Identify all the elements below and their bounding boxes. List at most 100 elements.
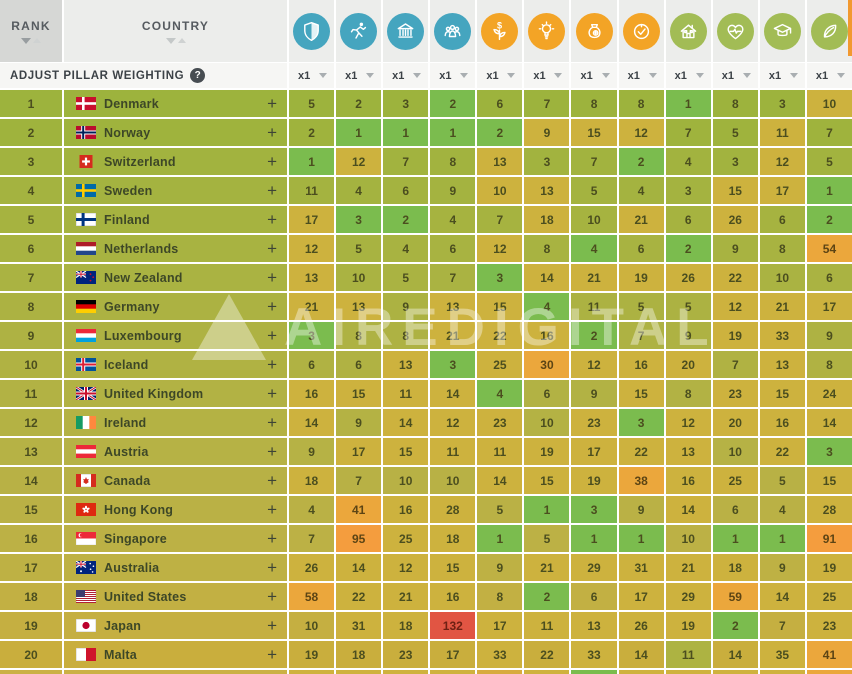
- country-cell[interactable]: Canada +: [64, 467, 287, 494]
- pillar-header-shield[interactable]: [289, 0, 335, 62]
- country-cell[interactable]: Finland +: [64, 206, 287, 233]
- score-cell: 14: [712, 641, 758, 668]
- runner-icon: [340, 12, 378, 50]
- score-cell: 24: [806, 380, 852, 407]
- weight-dropdown-2[interactable]: x1: [336, 63, 382, 88]
- pillar-header-heart-pulse[interactable]: [712, 0, 758, 62]
- country-name: Sweden: [104, 183, 153, 198]
- country-column-header[interactable]: COUNTRY: [64, 0, 287, 62]
- help-icon[interactable]: ?: [190, 68, 206, 83]
- score-cell: 2: [806, 206, 852, 233]
- weight-dropdown-12[interactable]: x1: [806, 63, 852, 88]
- country-cell[interactable]: Switzerland +: [64, 148, 287, 175]
- weight-dropdown-9[interactable]: x1: [665, 63, 711, 88]
- rank-column-header[interactable]: RANK: [0, 0, 62, 62]
- add-country-button[interactable]: +: [267, 500, 277, 519]
- add-country-button[interactable]: +: [267, 355, 277, 374]
- pillar-header-money-plant[interactable]: $: [477, 0, 523, 62]
- add-country-button[interactable]: +: [267, 239, 277, 258]
- score-cell: 5: [712, 119, 758, 146]
- weight-dropdown-5[interactable]: x1: [477, 63, 523, 88]
- country-cell[interactable]: New Zealand +: [64, 264, 287, 291]
- add-country-button[interactable]: +: [267, 529, 277, 548]
- add-country-button[interactable]: +: [267, 616, 277, 635]
- add-country-button[interactable]: +: [267, 645, 277, 664]
- score-cell: 4: [383, 235, 429, 262]
- score-cell: 30: [524, 351, 570, 378]
- country-name: Denmark: [104, 96, 159, 111]
- pillar-header-leaf[interactable]: [806, 0, 852, 62]
- score-cell: 9: [806, 322, 852, 349]
- score-cell: 16: [430, 583, 476, 610]
- weight-dropdown-10[interactable]: x1: [712, 63, 758, 88]
- weight-dropdown-3[interactable]: x1: [383, 63, 429, 88]
- pillar-header-graduation-cap[interactable]: [759, 0, 805, 62]
- add-country-button[interactable]: +: [267, 471, 277, 490]
- score-cell: 29: [571, 554, 617, 581]
- score-cell: 15: [712, 177, 758, 204]
- table-row: 5 Finland +17 3 2 4 7 18 10 21 6 26 6 2: [0, 206, 852, 233]
- country-cell[interactable]: Norway +: [64, 119, 287, 146]
- add-country-button[interactable]: +: [267, 442, 277, 461]
- country-cell[interactable]: Denmark +: [64, 90, 287, 117]
- country-cell[interactable]: United Kingdom +: [64, 380, 287, 407]
- jp-flag-icon: [76, 619, 96, 632]
- country-cell[interactable]: Australia +: [64, 554, 287, 581]
- add-country-button[interactable]: +: [267, 297, 277, 316]
- pillar-header-bank[interactable]: [383, 0, 429, 62]
- dk-flag-icon: [76, 97, 96, 110]
- country-cell[interactable]: Austria +: [64, 438, 287, 465]
- add-country-button[interactable]: +: [267, 587, 277, 606]
- weight-dropdown-11[interactable]: x1: [759, 63, 805, 88]
- add-country-button[interactable]: +: [267, 94, 277, 113]
- weight-multiplier-value: x1: [298, 69, 311, 82]
- country-cell[interactable]: Malta +: [64, 641, 287, 668]
- weight-dropdown-8[interactable]: x1: [618, 63, 664, 88]
- add-country-button[interactable]: +: [267, 210, 277, 229]
- country-cell[interactable]: Hong Kong +: [64, 496, 287, 523]
- pillar-header-runner[interactable]: [336, 0, 382, 62]
- score-cell: 14: [665, 496, 711, 523]
- weight-dropdown-1[interactable]: x1: [289, 63, 335, 88]
- country-cell[interactable]: Luxembourg +: [64, 322, 287, 349]
- country-cell[interactable]: Netherlands +: [64, 235, 287, 262]
- country-cell[interactable]: United States +: [64, 583, 287, 610]
- country-cell[interactable]: Germany +: [64, 293, 287, 320]
- hk-flag-icon: [76, 503, 96, 516]
- pillar-header-lightbulb[interactable]: [524, 0, 570, 62]
- add-country-button[interactable]: +: [267, 384, 277, 403]
- country-cell[interactable]: Ireland +: [64, 409, 287, 436]
- table-row: 1 Denmark +5 2 3 2 6 7 8 8 1 8 3 10: [0, 90, 852, 117]
- score-cell: 2: [430, 90, 476, 117]
- add-country-button[interactable]: +: [267, 326, 277, 345]
- score-cell: 11: [524, 612, 570, 639]
- country-cell[interactable]: Sweden +: [64, 177, 287, 204]
- score-cell: 11: [430, 438, 476, 465]
- add-country-button[interactable]: +: [267, 268, 277, 287]
- score-cell: 6: [289, 351, 335, 378]
- country-cell[interactable]: Japan +: [64, 612, 287, 639]
- weight-multiplier-value: x1: [580, 69, 593, 82]
- weight-dropdown-6[interactable]: x1: [524, 63, 570, 88]
- score-cell: 8: [571, 90, 617, 117]
- pillar-header-money-bag[interactable]: [571, 0, 617, 62]
- score-cell: 25: [383, 525, 429, 552]
- pillar-header-house[interactable]: [665, 0, 711, 62]
- add-country-button[interactable]: +: [267, 181, 277, 200]
- score-cell: 7: [665, 119, 711, 146]
- score-cell: 15: [806, 467, 852, 494]
- add-country-button[interactable]: +: [267, 152, 277, 171]
- country-cell[interactable]: Iceland +: [64, 351, 287, 378]
- pillar-header-dollar-check[interactable]: [618, 0, 664, 62]
- pillar-header-people[interactable]: [430, 0, 476, 62]
- weight-dropdown-7[interactable]: x1: [571, 63, 617, 88]
- score-cell: 14: [383, 409, 429, 436]
- weight-dropdown-4[interactable]: x1: [430, 63, 476, 88]
- rank-cell: 3: [0, 148, 62, 175]
- add-country-button[interactable]: +: [267, 413, 277, 432]
- score-cell: 7: [524, 90, 570, 117]
- score-cell: 12: [759, 148, 805, 175]
- country-cell[interactable]: Singapore +: [64, 525, 287, 552]
- add-country-button[interactable]: +: [267, 558, 277, 577]
- add-country-button[interactable]: +: [267, 123, 277, 142]
